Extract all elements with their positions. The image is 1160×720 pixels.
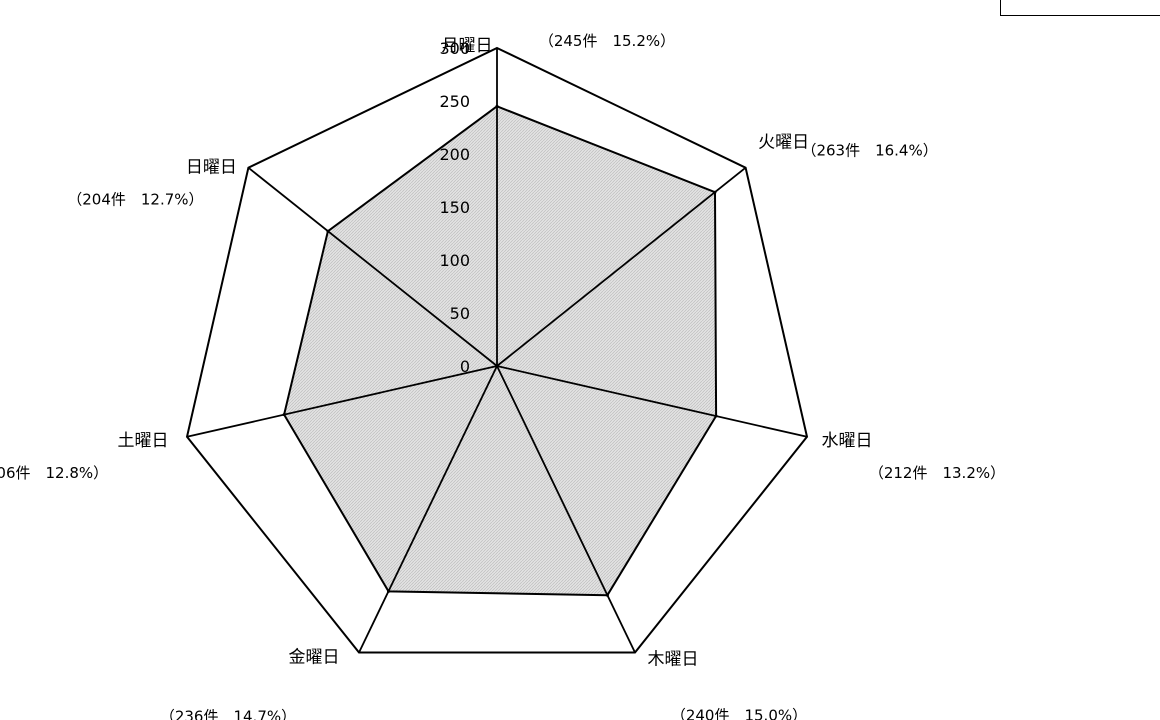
category-label-4: 金曜日	[289, 648, 340, 668]
data-series-area	[283, 105, 718, 597]
spoke-1	[496, 166, 747, 367]
data-point-3	[605, 593, 609, 597]
data-points	[282, 104, 718, 597]
category-label-2: 水曜日	[822, 431, 873, 451]
data-label-6: （204件 12.7%）	[67, 191, 203, 209]
tick-label-150: 150	[439, 198, 470, 217]
tick-label-200: 200	[439, 145, 470, 164]
tick-label-50: 50	[450, 304, 470, 323]
category-label-0: 月曜日	[442, 36, 493, 56]
category-label-3: 木曜日	[648, 650, 699, 670]
data-label-5: （206件 12.8%）	[0, 464, 108, 482]
data-label-4: （236件 14.7%）	[160, 708, 296, 720]
tick-label-100: 100	[439, 251, 470, 270]
data-point-4	[387, 589, 390, 593]
data-label-3: （240件 15.0%）	[671, 707, 807, 720]
tick-label-0: 0	[460, 357, 470, 376]
data-label-2: （212件 13.2%）	[869, 464, 1005, 482]
category-labels: 月曜日 （245件 15.2%） 火曜日（263件 16.4%） 水曜日 （212件 1…	[0, 32, 1005, 720]
legend-box	[1000, 0, 1160, 16]
data-label-0: （245件 15.2%）	[539, 32, 675, 50]
data-point-1	[713, 190, 717, 194]
data-point-2	[714, 414, 718, 418]
category-label-6: 日曜日	[186, 158, 237, 178]
tick-label-300: 300	[439, 39, 470, 58]
tick-label-250: 250	[439, 92, 470, 111]
spoke-6	[247, 166, 498, 367]
radial-tick-labels: 0 50 100 150 200 250 300	[439, 39, 470, 376]
spoke-5	[186, 365, 498, 438]
data-label-1: （263件 16.4%）	[801, 142, 937, 160]
spoke-2	[496, 365, 808, 438]
spoke-3	[496, 365, 636, 653]
data-point-6	[326, 229, 330, 233]
data-point-5	[282, 413, 286, 417]
category-label-1: 火曜日	[758, 133, 809, 153]
data-point-0	[495, 104, 499, 108]
spoke-4	[358, 365, 498, 653]
category-label-5: 土曜日	[118, 431, 169, 451]
grid-ring-300	[185, 46, 809, 654]
radar-spoke-lines	[186, 48, 808, 653]
